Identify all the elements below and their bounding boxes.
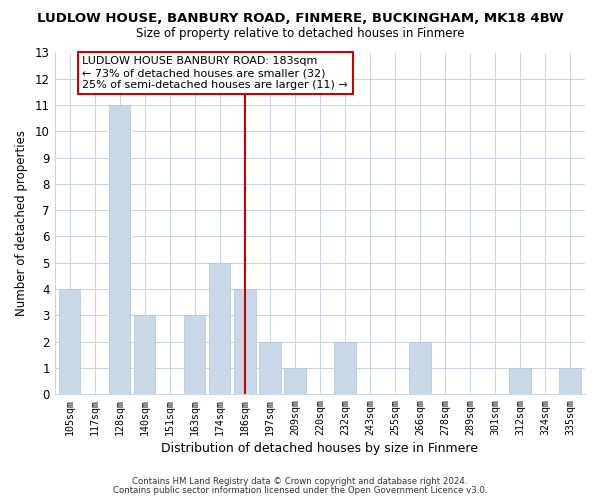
Bar	[134, 316, 155, 394]
Bar	[259, 342, 281, 394]
Bar	[334, 342, 356, 394]
Y-axis label: Number of detached properties: Number of detached properties	[15, 130, 28, 316]
Text: Contains HM Land Registry data © Crown copyright and database right 2024.: Contains HM Land Registry data © Crown c…	[132, 477, 468, 486]
Bar	[284, 368, 305, 394]
Bar	[234, 289, 256, 394]
X-axis label: Distribution of detached houses by size in Finmere: Distribution of detached houses by size …	[161, 442, 478, 455]
Text: Contains public sector information licensed under the Open Government Licence v3: Contains public sector information licen…	[113, 486, 487, 495]
Bar	[559, 368, 581, 394]
Bar	[509, 368, 530, 394]
Text: LUDLOW HOUSE, BANBURY ROAD, FINMERE, BUCKINGHAM, MK18 4BW: LUDLOW HOUSE, BANBURY ROAD, FINMERE, BUC…	[37, 12, 563, 26]
Bar	[59, 289, 80, 394]
Bar	[184, 316, 205, 394]
Bar	[209, 263, 230, 394]
Text: LUDLOW HOUSE BANBURY ROAD: 183sqm
← 73% of detached houses are smaller (32)
25% : LUDLOW HOUSE BANBURY ROAD: 183sqm ← 73% …	[82, 56, 348, 90]
Bar	[109, 105, 130, 394]
Bar	[409, 342, 431, 394]
Text: Size of property relative to detached houses in Finmere: Size of property relative to detached ho…	[136, 28, 464, 40]
